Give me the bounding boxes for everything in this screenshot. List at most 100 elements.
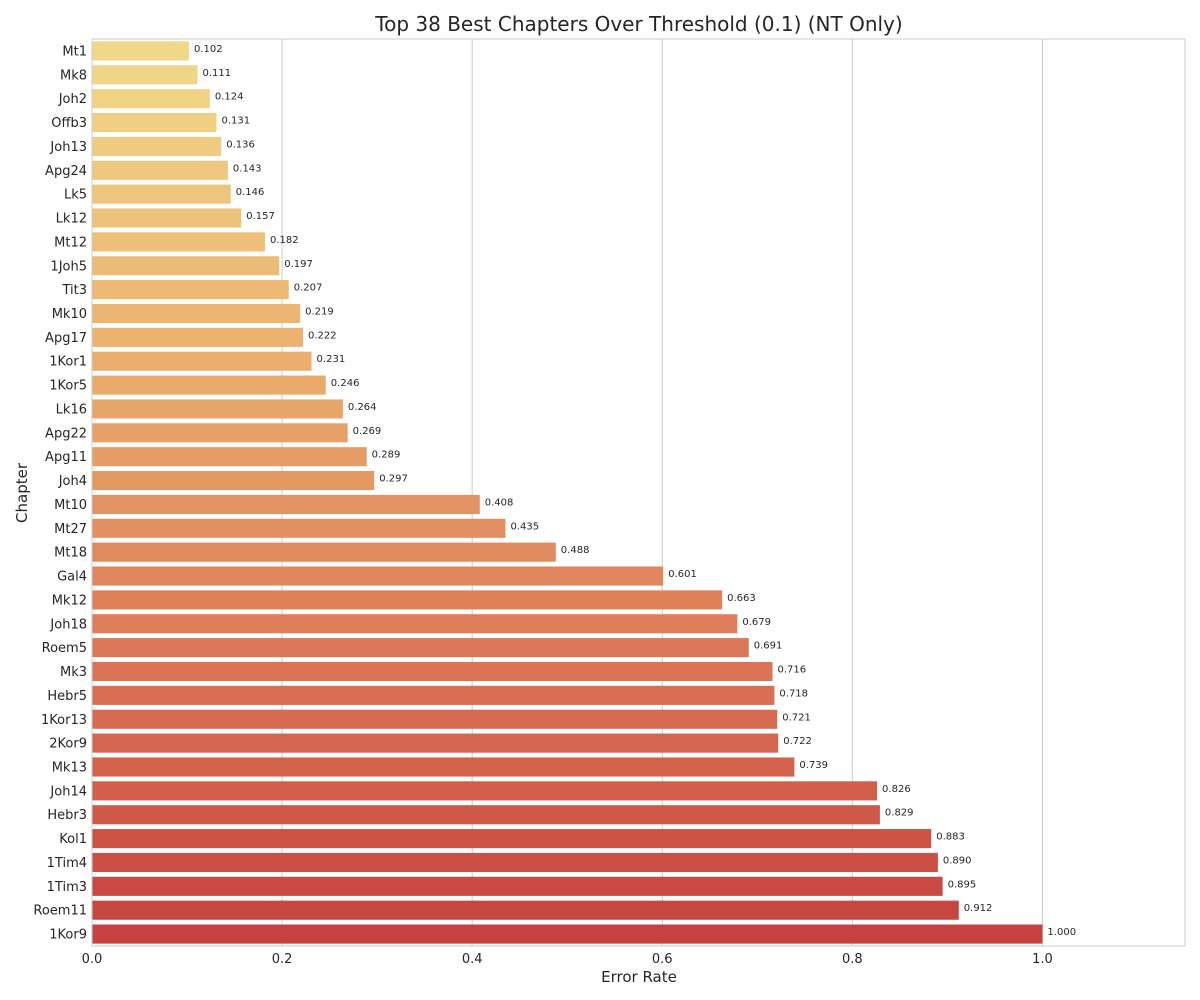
y-tick-label: Apg11 — [45, 450, 87, 465]
data-label: 0.124 — [215, 92, 244, 103]
y-tick-label: Hebr5 — [47, 689, 87, 704]
y-tick-label: Hebr3 — [47, 808, 87, 823]
x-tick-label: 0.2 — [272, 952, 293, 967]
data-label: 0.197 — [284, 259, 313, 270]
x-tick-label: 0.4 — [462, 952, 483, 967]
y-tick-label: 1Kor5 — [49, 379, 87, 394]
y-tick-label: Joh2 — [58, 92, 87, 107]
bar-Mk3 — [92, 661, 773, 682]
data-label: 0.264 — [348, 402, 377, 413]
data-label: 0.143 — [233, 163, 262, 174]
y-tick-label: Joh18 — [49, 617, 87, 632]
data-label: 0.691 — [754, 641, 783, 652]
bar-Joh2 — [92, 89, 210, 109]
y-tick-label: Lk5 — [64, 188, 87, 203]
y-tick-label: 1Kor13 — [41, 713, 87, 728]
y-tick-label: Roem11 — [33, 904, 87, 919]
bar-Apg17 — [92, 327, 303, 347]
data-label: 0.722 — [783, 736, 812, 747]
x-tick-label: 1.0 — [1032, 952, 1053, 967]
data-label: 0.829 — [885, 808, 914, 819]
data-label: 0.883 — [936, 832, 965, 843]
data-label: 0.269 — [353, 426, 382, 437]
bar-1Kor5 — [92, 375, 326, 395]
y-tick-label: Gal4 — [57, 570, 87, 585]
data-label: 0.289 — [372, 450, 401, 461]
data-label: 0.297 — [379, 474, 408, 485]
y-tick-label: Kol1 — [59, 832, 87, 847]
data-label: 0.157 — [246, 211, 275, 222]
data-label: 0.219 — [305, 306, 334, 317]
bar-Mt1 — [92, 41, 189, 61]
data-label: 0.739 — [799, 760, 828, 771]
data-label: 0.131 — [222, 116, 251, 127]
bar-Mt27 — [92, 518, 506, 538]
y-tick-label: Offb3 — [51, 116, 87, 131]
bar-1Kor13 — [92, 709, 778, 729]
bar-Apg11 — [92, 447, 367, 467]
plot-frame — [91, 38, 1186, 947]
y-tick-label: Mk8 — [60, 68, 87, 83]
data-label: 0.231 — [317, 354, 346, 365]
bar-1Tim4 — [92, 852, 938, 873]
bar-1Kor9 — [92, 924, 1043, 944]
y-tick-label: Apg22 — [45, 426, 87, 441]
bar-Joh13 — [92, 136, 222, 156]
y-tick-label: Apg24 — [45, 164, 87, 179]
data-label: 0.601 — [668, 569, 697, 580]
data-label: 0.912 — [964, 903, 993, 914]
data-label: 0.102 — [194, 44, 223, 55]
data-label: 0.146 — [236, 187, 265, 198]
y-tick-label: 1Joh5 — [50, 259, 87, 274]
bar-Mk10 — [92, 303, 301, 324]
data-label: 0.716 — [778, 665, 807, 676]
y-axis-label: Chapter — [13, 462, 31, 523]
y-tick-label: Joh13 — [49, 140, 87, 155]
x-tick-label: 0.8 — [842, 952, 863, 967]
data-label: 0.721 — [782, 712, 811, 723]
bar-Lk5 — [92, 184, 231, 204]
y-tick-label: Lk16 — [56, 402, 87, 417]
bar-Mk8 — [92, 65, 198, 85]
bar-Joh4 — [92, 471, 375, 491]
bars — [92, 41, 1043, 944]
y-tick-label: Mk10 — [52, 307, 87, 322]
bar-Apg22 — [92, 423, 348, 443]
y-tick-label: Tit3 — [61, 283, 87, 298]
bar-Mt18 — [92, 542, 556, 562]
data-label: 0.895 — [948, 879, 977, 890]
bar-Kol1 — [92, 829, 932, 849]
y-tick-label: 1Kor9 — [49, 928, 87, 943]
data-label: 0.246 — [331, 378, 360, 389]
data-label: 0.207 — [294, 283, 323, 294]
y-tick-label: Joh4 — [58, 474, 87, 489]
bar-Lk16 — [92, 399, 343, 419]
y-tick-label: Mk13 — [52, 760, 87, 775]
y-tick-label: Lk12 — [56, 212, 87, 227]
y-tick-label: Apg17 — [45, 331, 87, 346]
bar-1Kor1 — [92, 351, 312, 371]
bar-Tit3 — [92, 280, 289, 300]
y-tick-label: Mt1 — [62, 44, 87, 59]
data-labels: 0.102 0.111 0.124 0.131 0.136 0.143 0.146 0.157… — [194, 44, 1076, 938]
bar-1Tim3 — [92, 876, 943, 896]
bar-Roem5 — [92, 638, 749, 658]
bar-Lk12 — [92, 208, 242, 228]
bar-Mk12 — [92, 590, 723, 610]
y-tick-label: Mk3 — [60, 665, 87, 680]
bar-1Joh5 — [92, 256, 280, 276]
bar-Gal4 — [92, 566, 664, 586]
bar-Mk13 — [92, 757, 795, 777]
bar-Joh18 — [92, 614, 738, 634]
bar-Roem11 — [92, 900, 959, 920]
x-tick-label: 0.0 — [82, 952, 103, 967]
y-tick-label: Mt18 — [54, 546, 87, 561]
bar-Offb3 — [92, 112, 217, 133]
y-tick-label: 1Tim4 — [47, 856, 87, 871]
bar-Mt10 — [92, 494, 480, 514]
data-label: 0.136 — [226, 139, 255, 150]
bar-Joh14 — [92, 781, 878, 801]
data-label: 0.488 — [561, 545, 590, 556]
y-tick-label: 2Kor9 — [49, 737, 87, 752]
